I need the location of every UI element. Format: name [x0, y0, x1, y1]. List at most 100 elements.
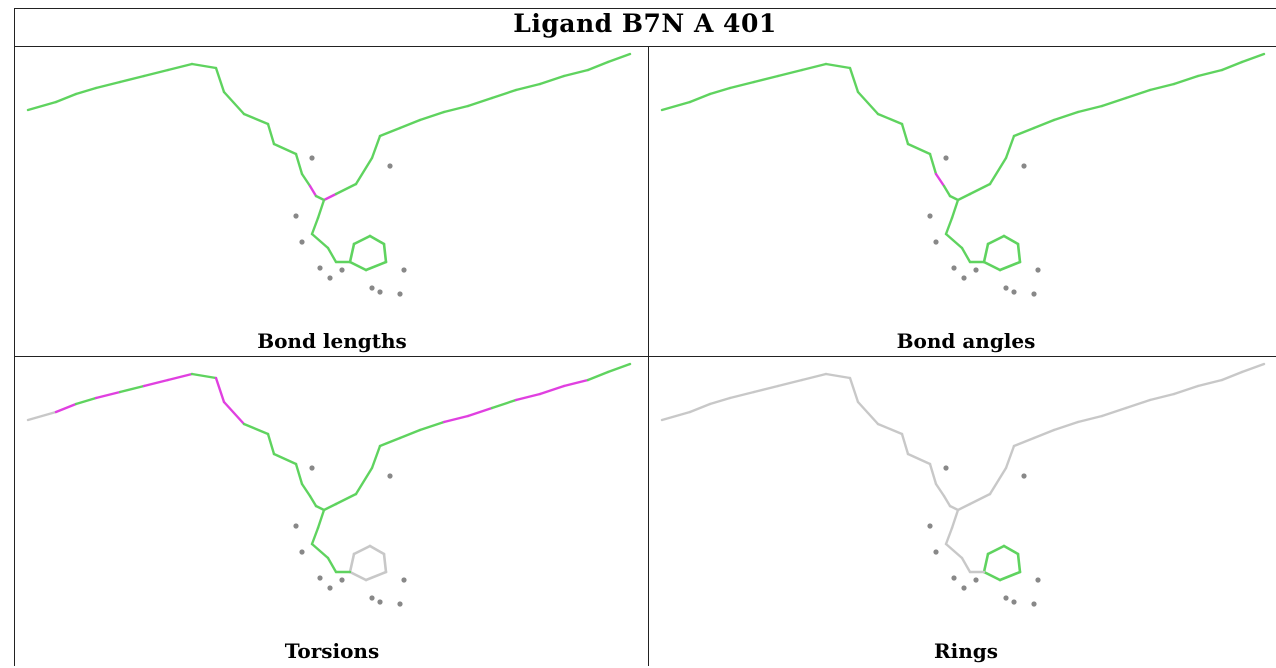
caption-bond-lengths: Bond lengths: [257, 329, 407, 353]
alkyl-chain-bond: [1076, 104, 1104, 114]
alkyl-chain-bond: [1052, 420, 1080, 432]
alkyl-chain-bond: [118, 384, 146, 394]
alkyl-chain-bond: [54, 92, 78, 104]
hydrogen-atom: [293, 523, 299, 529]
ring-bond: [982, 570, 1002, 582]
ring-bond: [382, 242, 388, 264]
ring-bond: [348, 552, 356, 574]
alkyl-chain-bond: [708, 396, 732, 406]
alkyl-chain-bond: [606, 52, 632, 64]
core-bond: [308, 184, 318, 198]
ring-bond: [986, 234, 1006, 246]
alkyl-chain-bond: [294, 152, 304, 176]
hydrogen-atom: [1035, 267, 1041, 273]
alkyl-chain-bond: [1032, 428, 1056, 440]
hydrogen-atom: [927, 523, 933, 529]
alkyl-chain-bond: [1004, 444, 1016, 470]
core-bond: [968, 492, 992, 506]
alkyl-chain-bond: [1196, 378, 1224, 388]
hydrogen-atom: [387, 473, 393, 479]
alkyl-chain-bond: [398, 428, 422, 440]
alkyl-chain-bond: [94, 390, 122, 400]
ring-bond: [1002, 234, 1020, 246]
core-bond: [322, 502, 338, 512]
hydrogen-atom: [293, 213, 299, 219]
hydrogen-atom: [927, 213, 933, 219]
linker-bond: [310, 216, 320, 236]
alkyl-chain-bond: [214, 376, 226, 404]
hydrogen-atom: [1035, 577, 1041, 583]
hydrogen-atom: [1003, 285, 1009, 291]
linker-bond: [326, 246, 338, 264]
ring-bond: [998, 260, 1022, 272]
grid-border-left: [14, 8, 15, 666]
hydrogen-atom: [377, 289, 383, 295]
hydrogen-atom: [401, 577, 407, 583]
alkyl-chain-bond: [272, 452, 298, 466]
hydrogen-atom: [1021, 473, 1027, 479]
alkyl-chain-bond: [266, 122, 276, 146]
alkyl-chain-bond: [562, 378, 590, 388]
alkyl-chain-bond: [370, 134, 382, 160]
ring-bond: [348, 570, 368, 582]
linker-bond: [944, 232, 964, 250]
molecule-torsions: [26, 362, 632, 607]
core-bond: [322, 192, 338, 202]
alkyl-chain-bond: [1148, 82, 1176, 92]
hydrogen-atom: [317, 575, 323, 581]
linker-bond: [950, 508, 960, 530]
alkyl-chain-bond: [1052, 110, 1080, 122]
alkyl-chain-bond: [142, 378, 170, 388]
alkyl-chain-bond: [728, 390, 756, 400]
alkyl-chain-bond: [1148, 392, 1176, 402]
alkyl-chain-bond: [538, 74, 566, 86]
core-bond: [300, 172, 312, 188]
hydrogen-atom: [377, 599, 383, 605]
alkyl-chain-bond: [242, 422, 270, 436]
alkyl-chain-bond: [398, 118, 422, 130]
alkyl-chain-bond: [442, 414, 470, 424]
alkyl-chain-bond: [900, 432, 910, 456]
alkyl-chain-bond: [1032, 118, 1056, 130]
ring-bond: [982, 552, 990, 574]
ring-bond: [368, 544, 386, 556]
alkyl-chain-bond: [514, 82, 542, 92]
alkyl-chain-bond: [876, 112, 904, 126]
alkyl-chain-bond: [190, 372, 218, 380]
alkyl-chain-bond: [856, 400, 880, 426]
alkyl-chain-bond: [1004, 134, 1016, 160]
hydrogen-atom: [397, 601, 403, 607]
alkyl-chain-bond: [562, 68, 590, 78]
alkyl-chain-bond: [118, 74, 146, 84]
panel-bond-angles: [654, 48, 1276, 338]
alkyl-chain-bond: [928, 462, 938, 486]
core-bond: [988, 466, 1008, 496]
caption-bond-angles: Bond angles: [896, 329, 1036, 353]
hydrogen-atom: [339, 267, 345, 273]
alkyl-chain-bond: [490, 88, 518, 100]
alkyl-chain-bond: [688, 92, 712, 104]
alkyl-chain-bond: [74, 396, 98, 406]
alkyl-chain-bond: [586, 60, 610, 72]
alkyl-chain-bond: [54, 402, 78, 414]
linker-bond: [944, 216, 954, 236]
alkyl-chain-bond: [142, 68, 170, 78]
linker-bond: [944, 526, 954, 546]
core-bond: [934, 172, 946, 188]
hydrogen-atom: [1031, 291, 1037, 297]
alkyl-chain-bond: [166, 62, 194, 72]
alkyl-chain-bond: [660, 410, 692, 422]
alkyl-chain-bond: [800, 62, 828, 72]
grid-vertical-divider: [648, 46, 649, 666]
alkyl-chain-bond: [856, 90, 880, 116]
alkyl-chain-bond: [824, 62, 852, 70]
caption-torsions: Torsions: [284, 639, 380, 663]
alkyl-chain-bond: [370, 444, 382, 470]
alkyl-chain-bond: [378, 126, 402, 138]
molecule-rings: [660, 362, 1266, 607]
alkyl-chain-bond: [800, 372, 828, 382]
core-bond: [948, 194, 960, 202]
ring-bond: [1016, 242, 1022, 264]
alkyl-chain-bond: [466, 406, 494, 418]
hydrogen-atom: [317, 265, 323, 271]
